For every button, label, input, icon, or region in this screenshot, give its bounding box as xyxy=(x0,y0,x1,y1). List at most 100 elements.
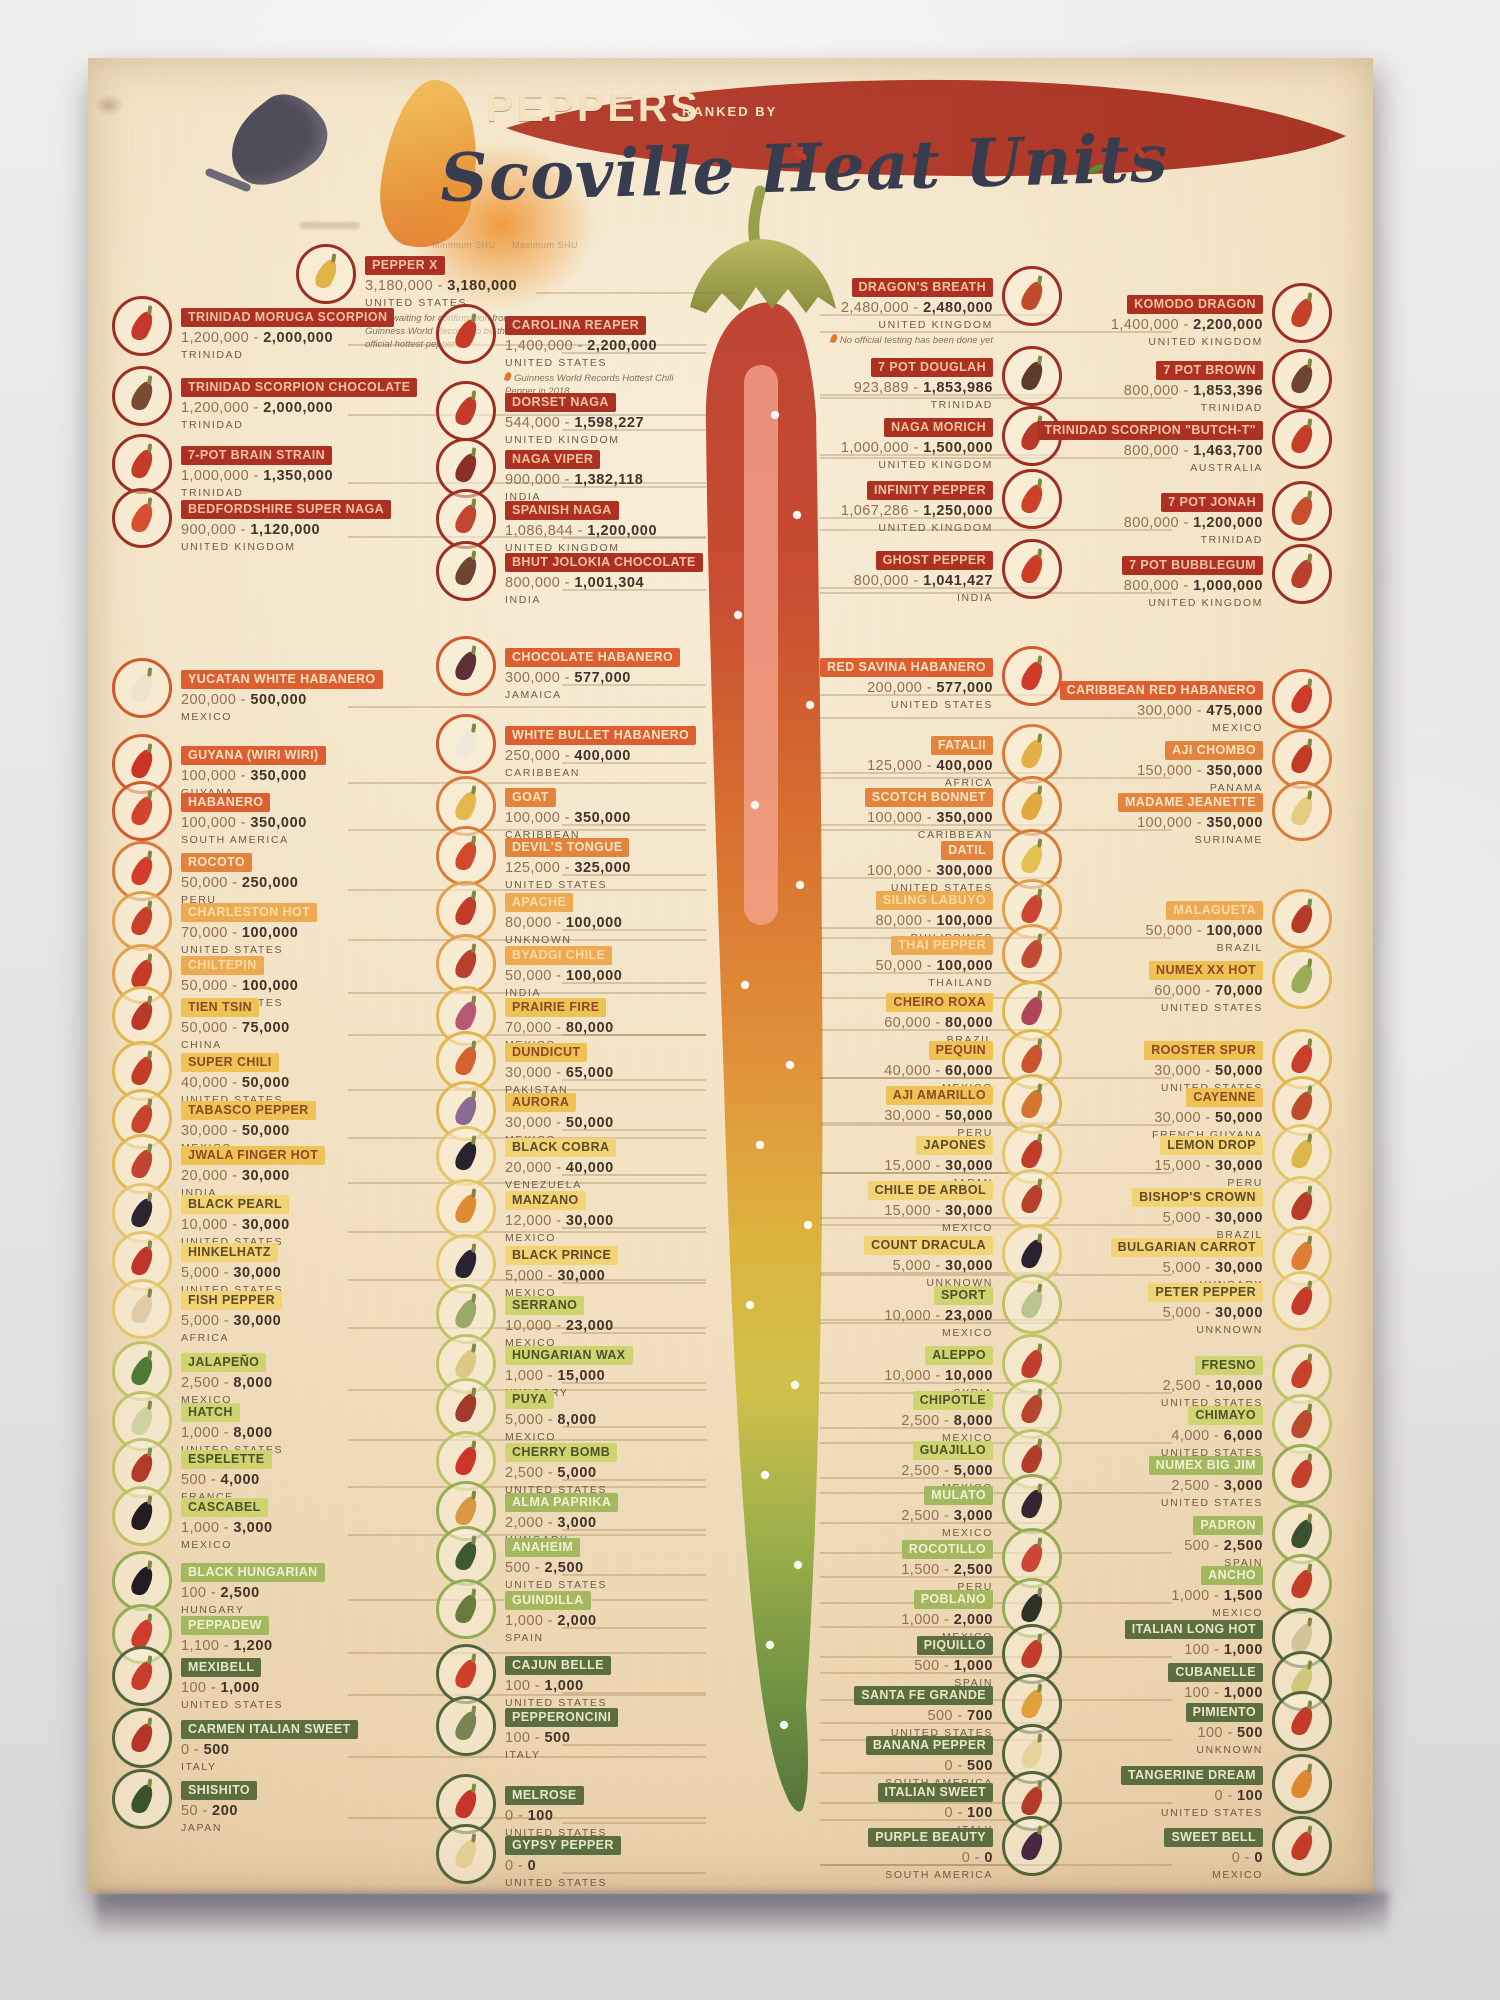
shu-min: 10,000 xyxy=(505,1318,552,1335)
pepper-entry: MADAME JEANETTE 100,000 - 350,000 SURINA… xyxy=(1117,781,1332,846)
shu-min: 100 xyxy=(181,1585,207,1602)
pepper-entry: PURPLE BEAUTY 0 - 0 SOUTH AMERICA xyxy=(868,1816,1062,1881)
pepper-name: SHISHITO xyxy=(181,1781,258,1800)
origin-country: AUSTRALIA xyxy=(1190,462,1263,475)
pepper-name: GHOST PEPPER xyxy=(875,551,993,570)
pepper-name: TABASCO PEPPER xyxy=(181,1101,316,1120)
pepper-entry: 7 POT BROWN 800,000 - 1,853,396 TRINIDAD xyxy=(1124,349,1332,414)
shu-max: 8,000 xyxy=(557,1412,597,1429)
origin-country: UNITED STATES xyxy=(890,699,993,712)
shu-min: 800,000 xyxy=(1123,515,1179,532)
pepper-icon xyxy=(112,434,172,494)
origin-country: UNITED KINGDOM xyxy=(181,541,296,554)
shu-range: 15,000 - 30,000 xyxy=(1154,1158,1263,1175)
shu-min: 50,000 xyxy=(875,958,923,975)
pepper-entry: TANGERINE DREAM 0 - 100 UNITED STATES xyxy=(1121,1754,1332,1819)
shu-max: 1,250,000 xyxy=(923,503,993,520)
shu-range: 60,000 - 70,000 xyxy=(1154,983,1263,1000)
pepper-entry: WHITE BULLET HABANERO 250,000 - 400,000 … xyxy=(436,714,697,779)
shu-max: 30,000 xyxy=(557,1268,606,1285)
origin-country: MEXICO xyxy=(181,1539,233,1552)
faint-credit-smudge xyxy=(300,222,360,229)
pepper-name: CHILE DE ARBOL xyxy=(867,1181,993,1200)
pepper-name: PEPPER X xyxy=(365,256,445,275)
pepper-name: WHITE BULLET HABANERO xyxy=(505,726,697,745)
shu-min: 20,000 xyxy=(505,1160,552,1177)
pepper-icon xyxy=(436,1644,496,1704)
shu-range: 1,400,000 - 2,200,000 xyxy=(1110,317,1263,334)
pepper-name: NUMEX XX HOT xyxy=(1149,961,1263,980)
shu-max: 40,000 xyxy=(565,1160,614,1177)
shu-min: 200,000 xyxy=(181,692,237,709)
shu-range: 50,000 - 100,000 xyxy=(505,968,623,985)
shu-range: 200,000 - 577,000 xyxy=(867,680,993,697)
pepper-icon xyxy=(1272,349,1332,409)
pepper-name: LEMON DROP xyxy=(1160,1136,1263,1155)
pepper-name: DEVIL'S TONGUE xyxy=(505,838,630,857)
shu-max: 1,200,000 xyxy=(587,523,658,540)
shu-range: 10,000 - 23,000 xyxy=(884,1308,993,1325)
shu-range: 30,000 - 50,000 xyxy=(884,1108,993,1125)
shu-min: 1,400,000 xyxy=(505,338,574,355)
shu-max: 2,200,000 xyxy=(587,338,658,355)
bracket-connector-line xyxy=(348,706,706,708)
pepper-name: BANANA PEPPER xyxy=(865,1736,993,1755)
pepper-icon xyxy=(112,781,172,841)
pepper-icon xyxy=(436,1378,496,1438)
shu-range: 70,000 - 100,000 xyxy=(181,925,299,942)
shu-range: 100 - 500 xyxy=(505,1730,571,1747)
shu-range: 100,000 - 350,000 xyxy=(867,810,993,827)
pepper-entry: INFINITY PEPPER 1,067,286 - 1,250,000 UN… xyxy=(841,469,1062,534)
shu-range: 2,500 - 3,000 xyxy=(1171,1478,1263,1495)
shu-min: 100,000 xyxy=(867,863,923,880)
decorative-orange-glow xyxy=(406,140,596,310)
pepper-icon xyxy=(1272,1271,1332,1331)
shu-range: 125,000 - 325,000 xyxy=(505,860,631,877)
origin-country: UNITED KINGDOM xyxy=(878,319,993,332)
pepper-icon xyxy=(1272,1444,1332,1504)
origin-country: UNKNOWN xyxy=(1196,1324,1263,1337)
shu-max: 3,000 xyxy=(1223,1478,1263,1495)
origin-country: UNITED STATES xyxy=(505,357,608,370)
shu-min: 1,000 xyxy=(505,1613,544,1630)
shu-min: 0 xyxy=(505,1858,514,1875)
pepper-name: MALAGUETA xyxy=(1166,901,1263,920)
shu-range: 100 - 500 xyxy=(1197,1725,1263,1742)
shu-max: 2,500 xyxy=(220,1585,260,1602)
shu-max: 1,120,000 xyxy=(250,522,321,539)
shu-min: 5,000 xyxy=(505,1268,544,1285)
legend-minimum-shu: Minimum SHU xyxy=(432,240,496,250)
shu-min: 900,000 xyxy=(181,522,237,539)
pepper-icon xyxy=(1002,539,1062,599)
pepper-icon xyxy=(1272,889,1332,949)
pepper-icon xyxy=(1002,1274,1062,1334)
pepper-icon xyxy=(436,934,496,994)
shu-max: 1,382,118 xyxy=(574,472,644,489)
pepper-name: BHUT JOLOKIA CHOCOLATE xyxy=(505,553,703,572)
shu-max: 1,000 xyxy=(220,1680,260,1697)
pepper-name: CHILTEPIN xyxy=(181,956,264,975)
shu-min: 800,000 xyxy=(1123,383,1179,400)
pepper-name: SUPER CHILI xyxy=(181,1053,279,1072)
origin-country: JAMAICA xyxy=(505,689,562,702)
shu-max: 10,000 xyxy=(1215,1378,1263,1395)
shu-range: 50,000 - 100,000 xyxy=(875,958,993,975)
shu-range: 1,000 - 2,000 xyxy=(505,1613,597,1630)
pepper-icon xyxy=(1272,1124,1332,1184)
shu-max: 23,000 xyxy=(945,1308,993,1325)
pepper-icon xyxy=(1272,1816,1332,1876)
shu-range: 5,000 - 8,000 xyxy=(505,1412,597,1429)
pepper-entry: SHISHITO 50 - 200 JAPAN xyxy=(112,1769,258,1834)
pepper-entry: 7 POT JONAH 800,000 - 1,200,000 TRINIDAD xyxy=(1124,481,1332,546)
shu-range: 20,000 - 40,000 xyxy=(505,1160,614,1177)
pepper-icon xyxy=(1002,646,1062,706)
pepper-entry: PIMIENTO 100 - 500 UNKNOWN xyxy=(1185,1691,1332,1756)
shu-range: 800,000 - 1,001,304 xyxy=(505,575,645,592)
shu-min: 0 xyxy=(181,1742,190,1759)
shu-max: 2,480,000 xyxy=(923,300,993,317)
pepper-name: TANGERINE DREAM xyxy=(1121,1766,1263,1785)
pepper-name: ROOSTER SPUR xyxy=(1144,1041,1263,1060)
shu-min: 1,000 xyxy=(1171,1588,1210,1605)
shu-max: 1,463,700 xyxy=(1193,443,1263,460)
pepper-icon xyxy=(112,1486,172,1546)
